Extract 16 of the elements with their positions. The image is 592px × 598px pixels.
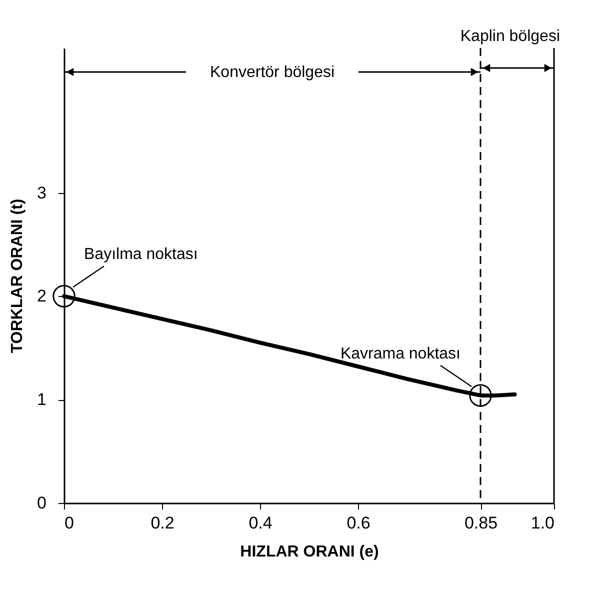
y-tick-label: 1 [37, 390, 46, 410]
x-axis-title: HIZLAR ORANI (e) [240, 544, 379, 560]
y-tick-label: 0 [37, 494, 46, 512]
x-tick-label: 0.6 [346, 514, 370, 532]
y-tick-label: 2 [37, 286, 46, 306]
x-tick-label: 0.4 [248, 514, 272, 532]
text: Kaplin bölgesi [460, 28, 560, 45]
x-tick-label: 1.0 [530, 514, 554, 532]
annotation: Kavrama noktası [340, 345, 460, 362]
annotation: Bayılma noktası [84, 246, 198, 264]
y-axis-title: TORKLAR ORANI (t) [9, 198, 26, 354]
x-tick-label: 0.85 [464, 514, 498, 532]
y-tick-label: 3 [37, 183, 46, 202]
x-tick-label: 0 [64, 514, 74, 532]
annotation: Konvertör bölgesi [210, 64, 335, 81]
x-tick-label: 0.2 [150, 514, 174, 532]
